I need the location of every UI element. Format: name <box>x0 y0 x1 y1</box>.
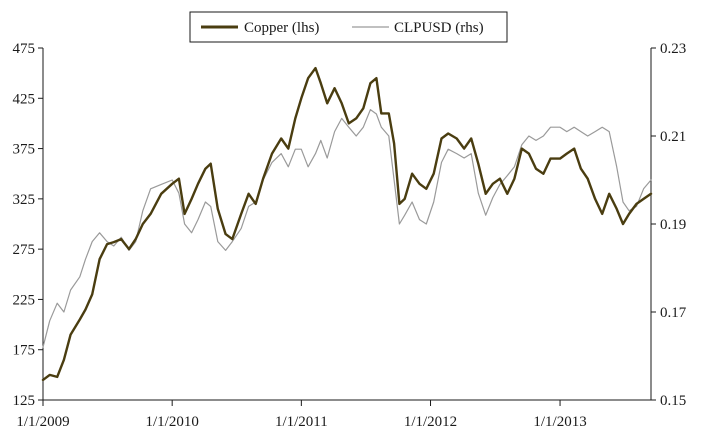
plot-frame <box>42 48 652 401</box>
right-y-tick-label: 0.17 <box>660 305 687 321</box>
left-y-tick-label: 325 <box>13 192 36 208</box>
legend-box <box>189 11 508 43</box>
left-y-tick-label: 375 <box>13 142 36 158</box>
right-y-tick-label: 0.19 <box>660 217 686 233</box>
left-y-tick-label: 425 <box>13 91 36 107</box>
series-layer <box>41 66 653 382</box>
left-y-tick-label: 125 <box>13 393 36 409</box>
x-tick-label: 1/1/2010 <box>146 414 199 430</box>
right-y-tick-label: 0.15 <box>660 393 686 409</box>
legend: Copper (lhs) CLPUSD (rhs) <box>189 11 508 43</box>
series-line-clpusd <box>42 108 652 348</box>
x-tick-label: 1/1/2013 <box>533 414 586 430</box>
x-tick-label: 1/1/2011 <box>275 414 328 430</box>
left-y-tick-label: 475 <box>13 41 36 57</box>
tick-layer: 125 175 225 275 325 375 425 475 0.15 0.17 0.19 0.21… <box>13 41 687 430</box>
legend-label-clpusd: CLPUSD (rhs) <box>394 20 484 36</box>
series-line-copper <box>41 66 653 382</box>
legend-label-copper: Copper (lhs) <box>244 20 319 36</box>
x-tick-label: 1/1/2009 <box>16 414 69 430</box>
left-y-tick-label: 225 <box>13 292 36 308</box>
left-y-tick-label: 275 <box>13 242 36 258</box>
right-y-tick-label: 0.23 <box>660 41 686 57</box>
left-y-tick-label: 175 <box>13 343 36 359</box>
x-tick-label: 1/1/2012 <box>404 414 457 430</box>
right-y-tick-label: 0.21 <box>660 129 686 145</box>
